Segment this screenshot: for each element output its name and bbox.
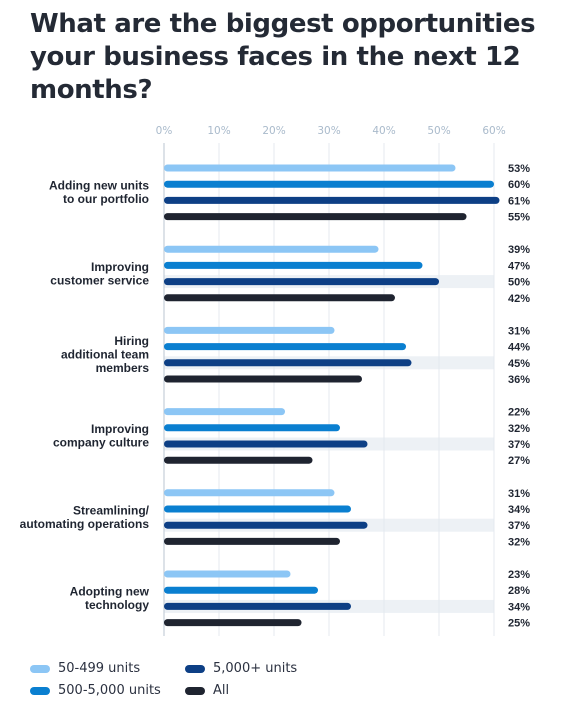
bar: [164, 261, 423, 269]
value-label: 34%: [508, 504, 530, 516]
value-label: 34%: [508, 601, 530, 613]
bar: [164, 537, 340, 545]
value-label: 32%: [508, 423, 530, 435]
value-label: 37%: [508, 439, 530, 451]
category-label: Improving: [91, 422, 149, 436]
legend-label: All: [213, 683, 230, 698]
bar: [164, 456, 313, 464]
category-label: customer service: [50, 273, 149, 287]
value-label: 28%: [508, 585, 530, 597]
legend-swatch: [30, 664, 50, 673]
bar: [164, 164, 456, 172]
category-label: company culture: [53, 436, 149, 450]
category-label: Adopting new: [70, 585, 150, 599]
value-label: 23%: [508, 569, 530, 581]
value-label: 36%: [508, 374, 530, 386]
bar: [164, 213, 467, 221]
value-label: 61%: [508, 195, 530, 207]
category-label: technology: [85, 598, 149, 612]
value-label: 27%: [508, 455, 530, 467]
category-label: automating operations: [20, 517, 150, 531]
bar: [164, 359, 412, 367]
category-label: Adding new units: [49, 179, 149, 193]
bar: [164, 278, 439, 286]
x-tick-label: 0%: [156, 125, 173, 137]
value-label: 55%: [508, 212, 530, 224]
legend-item-all: All: [185, 683, 229, 698]
legend-item-500-5000: 500-5,000 units: [30, 683, 161, 698]
bar: [164, 408, 285, 416]
bar: [164, 245, 379, 253]
value-label: 31%: [508, 488, 530, 500]
x-tick-label: 50%: [427, 125, 450, 137]
bar: [164, 343, 406, 351]
category-label: additional team: [61, 348, 149, 362]
bar: [164, 570, 291, 578]
bar: [164, 294, 395, 302]
bar: [164, 619, 302, 627]
category-label: members: [96, 361, 150, 375]
bar: [164, 326, 335, 334]
value-label: 44%: [508, 342, 530, 354]
bar: [164, 375, 362, 383]
bar: [164, 489, 335, 497]
value-label: 42%: [508, 293, 530, 305]
chart-title: What are the biggest opportunities your …: [30, 9, 536, 105]
value-label: 32%: [508, 536, 530, 548]
category-label: Hiring: [114, 334, 149, 348]
legend-label: 50-499 units: [58, 661, 141, 676]
value-label: 45%: [508, 358, 530, 370]
value-label: 53%: [508, 163, 530, 175]
value-label: 31%: [508, 325, 530, 337]
x-tick-label: 30%: [317, 125, 340, 137]
bar: [164, 424, 340, 432]
bar: [164, 180, 494, 188]
legend-item-5000-plus: 5,000+ units: [185, 661, 297, 676]
value-label: 22%: [508, 407, 530, 419]
legend-label: 500-5,000 units: [58, 683, 161, 698]
value-label: 39%: [508, 244, 530, 256]
bar: [164, 440, 368, 448]
value-label: 37%: [508, 520, 530, 532]
bar: [164, 602, 351, 610]
category-label: to our portfolio: [63, 192, 149, 206]
category-label: Improving: [91, 260, 149, 274]
x-tick-label: 10%: [207, 125, 230, 137]
legend-swatch: [185, 686, 205, 695]
legend-swatch: [185, 664, 205, 673]
value-label: 50%: [508, 277, 530, 289]
legend: 50-499 units 500-5,000 units 5,000+ unit…: [30, 661, 390, 705]
legend-item-50-499: 50-499 units: [30, 661, 140, 676]
bar: [164, 521, 368, 529]
bar: [164, 586, 318, 594]
category-label: Streamlining/: [73, 503, 150, 517]
legend-label: 5,000+ units: [213, 661, 298, 676]
bar: [164, 196, 500, 204]
value-label: 25%: [508, 618, 530, 630]
x-tick-label: 20%: [262, 125, 285, 137]
bar: [164, 505, 351, 513]
x-tick-label: 60%: [482, 125, 505, 137]
legend-swatch: [30, 686, 50, 695]
value-label: 60%: [508, 179, 530, 191]
x-tick-label: 40%: [372, 125, 395, 137]
value-label: 47%: [508, 260, 530, 272]
